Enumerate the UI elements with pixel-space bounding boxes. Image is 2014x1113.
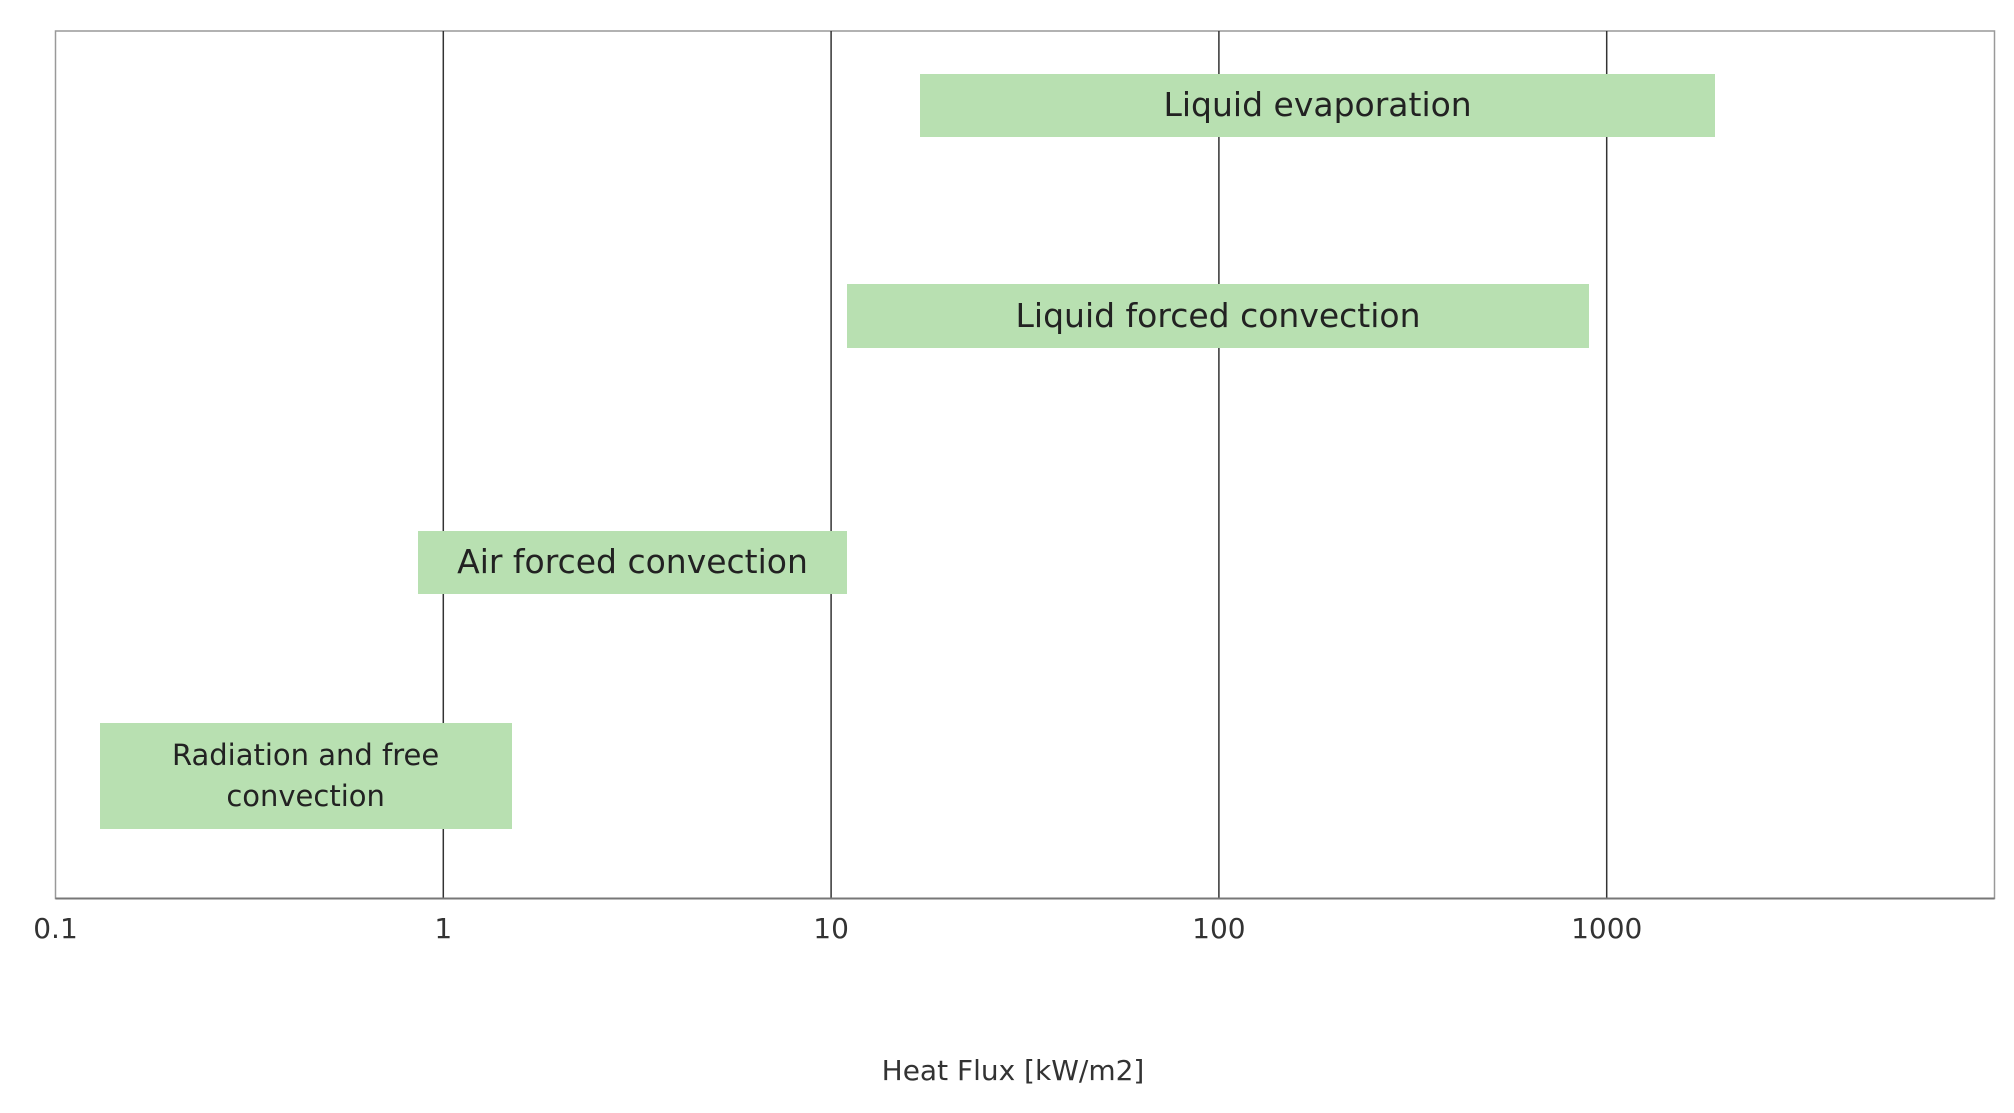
x-tick-label: 1 [434, 912, 452, 945]
x-tick-label: 0.1 [33, 912, 78, 945]
bar: Radiation and free convection [99, 723, 512, 829]
bar: Air forced convection [417, 530, 848, 594]
x-tick-label: 1000 [1571, 912, 1642, 945]
bar-label: Air forced convection [457, 541, 808, 581]
bar-label: Radiation and free convection [171, 738, 440, 813]
x-tick-label: 10 [813, 912, 849, 945]
bar: Liquid forced convection [847, 284, 1589, 348]
x-axis-title: Heat Flux [kW/m2] [882, 1054, 1145, 1087]
bar-label: Liquid evaporation [1163, 84, 1472, 124]
x-tick-label: 100 [1192, 912, 1245, 945]
bar: Liquid evaporation [920, 73, 1715, 137]
bar-label: Liquid forced convection [1015, 295, 1421, 335]
